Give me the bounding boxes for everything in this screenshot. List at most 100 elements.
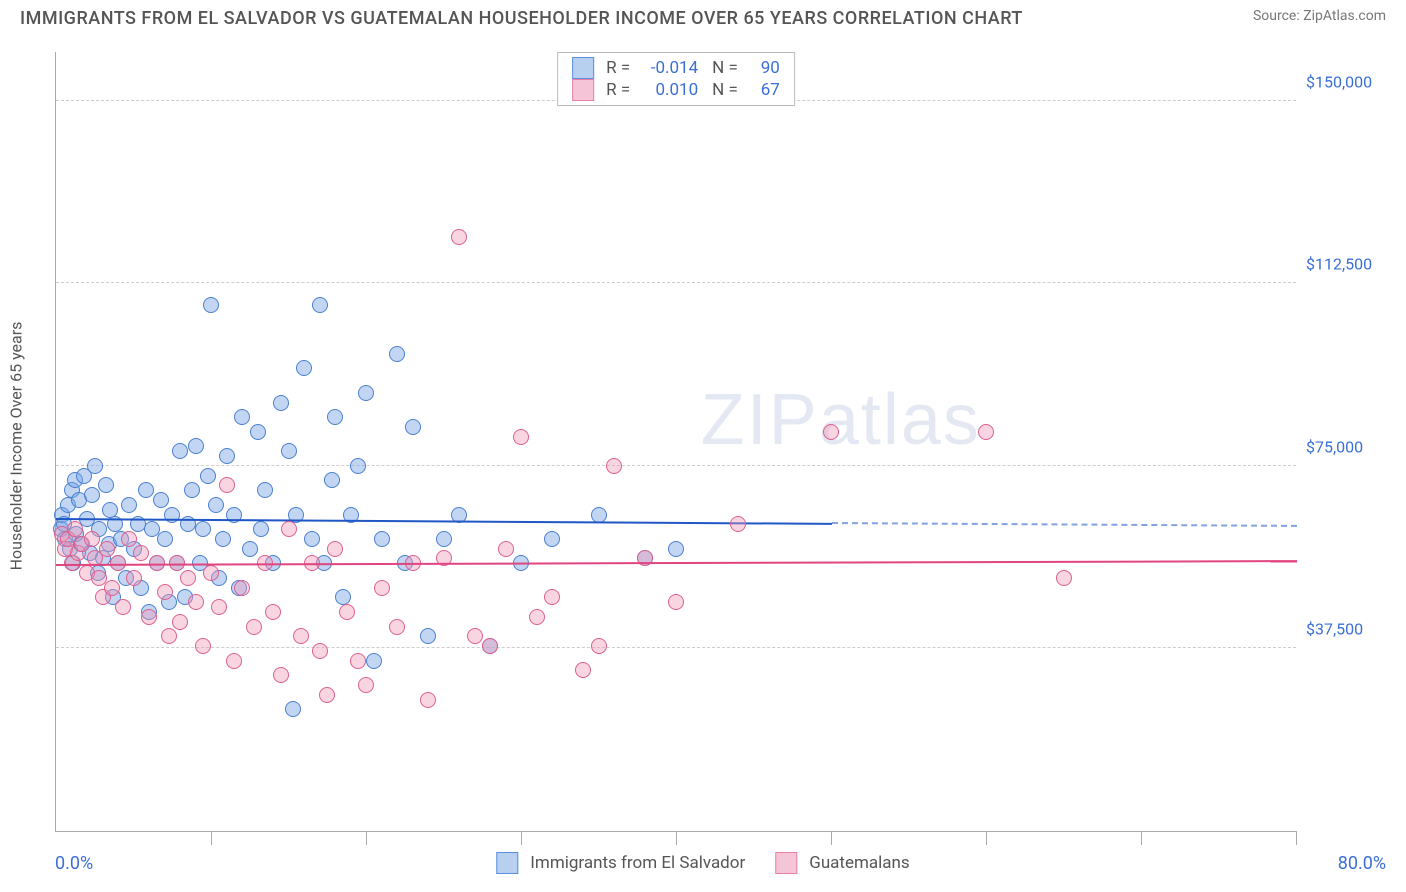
scatter-point-el_salvador [234, 409, 250, 425]
gridline [56, 282, 1296, 283]
scatter-point-guatemalans [234, 580, 250, 596]
legend-n-value: 90 [746, 58, 780, 78]
legend-stats-box: R =-0.014N =90R =0.010N =67 [557, 52, 795, 106]
scatter-point-el_salvador [121, 497, 137, 513]
legend-r-label: R = [606, 58, 630, 78]
scatter-point-el_salvador [87, 458, 103, 474]
scatter-point-guatemalans [350, 653, 366, 669]
scatter-point-el_salvador [215, 531, 231, 547]
scatter-point-guatemalans [121, 531, 137, 547]
scatter-point-el_salvador [436, 531, 452, 547]
x-tick [831, 831, 832, 845]
legend-swatch-el_salvador [572, 57, 594, 79]
scatter-point-guatemalans [339, 604, 355, 620]
y-tick-label: $112,500 [1306, 255, 1372, 274]
legend-swatch-guatemalans [572, 79, 594, 101]
scatter-point-el_salvador [312, 297, 328, 313]
legend-series-name: Immigrants from El Salvador [530, 853, 745, 873]
scatter-point-guatemalans [84, 531, 100, 547]
x-axis-min-label: 0.0% [55, 853, 93, 874]
scatter-point-el_salvador [102, 502, 118, 518]
scatter-point-guatemalans [513, 429, 529, 445]
y-tick-label: $37,500 [1306, 620, 1363, 639]
scatter-point-el_salvador [253, 521, 269, 537]
x-tick [676, 831, 677, 845]
x-tick [211, 831, 212, 845]
scatter-point-guatemalans [451, 229, 467, 245]
scatter-point-guatemalans [219, 477, 235, 493]
source-prefix: Source: [1253, 8, 1303, 24]
scatter-point-guatemalans [544, 589, 560, 605]
scatter-point-el_salvador [242, 541, 258, 557]
gridline [56, 465, 1296, 466]
legend-stats-row-el_salvador: R =-0.014N =90 [572, 57, 780, 79]
gridline [56, 647, 1296, 648]
legend-stats-row-guatemalans: R =0.010N =67 [572, 79, 780, 101]
scatter-point-guatemalans [823, 424, 839, 440]
legend-series-name: Guatemalans [809, 853, 909, 873]
scatter-point-el_salvador [327, 409, 343, 425]
scatter-point-el_salvador [281, 443, 297, 459]
scatter-point-guatemalans [312, 643, 328, 659]
scatter-point-guatemalans [67, 521, 83, 537]
legend-r-value: 0.010 [638, 80, 698, 100]
x-tick [1141, 831, 1142, 845]
scatter-point-guatemalans [575, 662, 591, 678]
y-tick-label: $75,000 [1306, 437, 1363, 456]
scatter-point-guatemalans [104, 580, 120, 596]
scatter-point-el_salvador [195, 521, 211, 537]
y-axis-title: Householder Income Over 65 years [7, 322, 26, 571]
scatter-point-guatemalans [389, 619, 405, 635]
trend-line-guatemalans [56, 560, 1297, 566]
scatter-point-el_salvador [324, 472, 340, 488]
scatter-point-guatemalans [327, 541, 343, 557]
scatter-point-guatemalans [203, 565, 219, 581]
scatter-point-guatemalans [319, 687, 335, 703]
scatter-point-guatemalans [126, 570, 142, 586]
scatter-point-el_salvador [285, 701, 301, 717]
scatter-point-guatemalans [467, 628, 483, 644]
legend-n-label: N = [712, 80, 738, 100]
y-tick-label: $150,000 [1306, 72, 1372, 91]
scatter-point-guatemalans [293, 628, 309, 644]
watermark-zip: ZIP [701, 380, 819, 460]
scatter-point-guatemalans [591, 638, 607, 654]
scatter-point-guatemalans [358, 677, 374, 693]
scatter-point-guatemalans [226, 653, 242, 669]
scatter-point-guatemalans [246, 619, 262, 635]
scatter-point-el_salvador [591, 507, 607, 523]
watermark: ZIPatlas [701, 379, 981, 461]
scatter-point-guatemalans [374, 580, 390, 596]
scatter-point-el_salvador [98, 477, 114, 493]
scatter-point-guatemalans [498, 541, 514, 557]
scatter-point-el_salvador [157, 531, 173, 547]
scatter-point-guatemalans [161, 628, 177, 644]
scatter-point-guatemalans [730, 516, 746, 532]
x-tick [521, 831, 522, 845]
scatter-point-el_salvador [420, 628, 436, 644]
scatter-point-guatemalans [188, 594, 204, 610]
legend-series: Immigrants from El Salvador Guatemalans [496, 852, 909, 874]
x-axis-max-label: 80.0% [1338, 853, 1386, 874]
scatter-point-el_salvador [200, 468, 216, 484]
legend-item-guatemalans: Guatemalans [775, 852, 909, 874]
scatter-point-el_salvador [172, 443, 188, 459]
x-tick [366, 831, 367, 845]
scatter-point-guatemalans [141, 609, 157, 625]
x-tick [986, 831, 987, 845]
scatter-point-guatemalans [273, 667, 289, 683]
scatter-point-el_salvador [358, 385, 374, 401]
scatter-point-el_salvador [335, 589, 351, 605]
scatter-point-guatemalans [1056, 570, 1072, 586]
source-label: Source: ZipAtlas.com [1253, 8, 1386, 24]
scatter-point-el_salvador [668, 541, 684, 557]
scatter-point-el_salvador [257, 482, 273, 498]
scatter-point-el_salvador [374, 531, 390, 547]
legend-r-value: -0.014 [638, 58, 698, 78]
x-tick [1296, 831, 1297, 845]
source-value: ZipAtlas.com [1303, 8, 1386, 24]
scatter-point-el_salvador [84, 487, 100, 503]
legend-item-el_salvador: Immigrants from El Salvador [496, 852, 745, 874]
scatter-point-guatemalans [211, 599, 227, 615]
scatter-point-el_salvador [219, 448, 235, 464]
